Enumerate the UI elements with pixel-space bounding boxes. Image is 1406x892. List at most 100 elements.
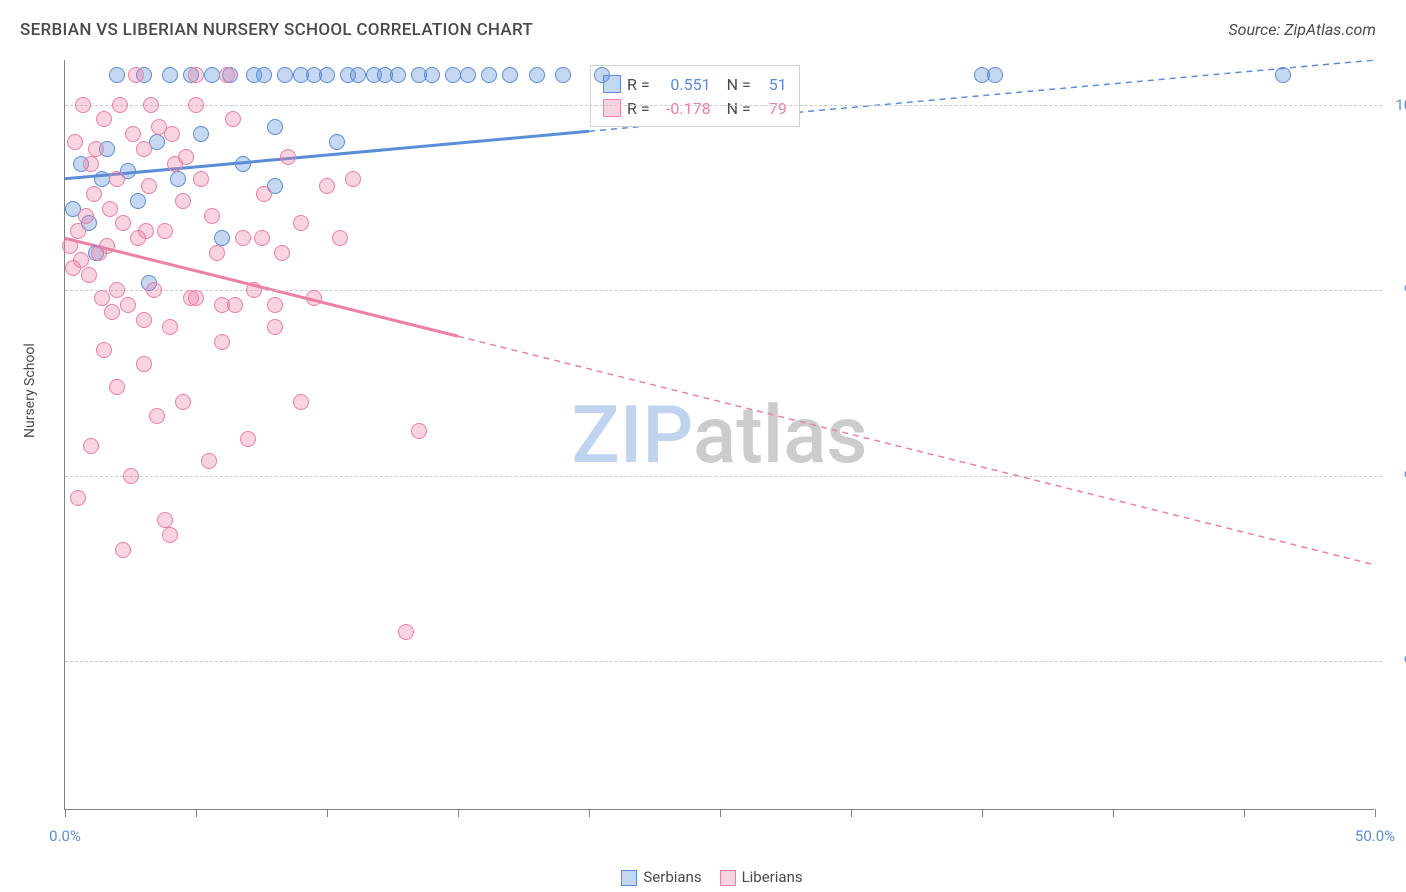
gridline <box>65 476 1382 477</box>
scatter-point-liberians <box>109 171 125 187</box>
scatter-point-liberians <box>78 208 94 224</box>
gridline <box>65 661 1382 662</box>
scatter-point-liberians <box>157 223 173 239</box>
y-tick-label: 95.0% <box>1384 467 1406 485</box>
scatter-point-serbians <box>987 67 1003 83</box>
scatter-point-liberians <box>227 297 243 313</box>
scatter-point-liberians <box>149 408 165 424</box>
legend-row-serbians: R = 0.551 N = 51 <box>603 72 787 96</box>
scatter-point-liberians <box>62 238 78 254</box>
scatter-point-serbians <box>594 67 610 83</box>
x-tick-label: 0.0% <box>49 827 81 845</box>
x-tick <box>1113 809 1114 817</box>
legend-r-value: -0.178 <box>656 99 711 118</box>
scatter-point-liberians <box>112 97 128 113</box>
scatter-point-liberians <box>214 334 230 350</box>
legend-swatch-liberians <box>603 99 621 117</box>
scatter-point-liberians <box>178 149 194 165</box>
scatter-point-liberians <box>146 282 162 298</box>
scatter-point-serbians <box>162 67 178 83</box>
y-tick-label: 97.5% <box>1384 281 1406 299</box>
x-tick <box>327 809 328 817</box>
scatter-point-liberians <box>188 290 204 306</box>
scatter-point-serbians <box>445 67 461 83</box>
scatter-point-liberians <box>96 342 112 358</box>
bottom-legend-swatch-serbians <box>621 870 637 886</box>
scatter-point-liberians <box>164 126 180 142</box>
scatter-point-liberians <box>102 201 118 217</box>
x-tick <box>589 809 590 817</box>
scatter-point-liberians <box>109 282 125 298</box>
legend-n-value: 51 <box>757 75 787 94</box>
scatter-point-serbians <box>350 67 366 83</box>
x-tick <box>1375 809 1376 817</box>
chart-title: SERBIAN VS LIBERIAN NURSERY SCHOOL CORRE… <box>20 20 533 40</box>
scatter-point-liberians <box>136 141 152 157</box>
scatter-point-serbians <box>256 67 272 83</box>
scatter-point-liberians <box>83 438 99 454</box>
scatter-point-liberians <box>293 394 309 410</box>
scatter-point-liberians <box>256 186 272 202</box>
scatter-point-liberians <box>411 423 427 439</box>
header: SERBIAN VS LIBERIAN NURSERY SCHOOL CORRE… <box>0 20 1406 50</box>
legend-n-label: N = <box>727 75 751 94</box>
x-tick <box>1244 809 1245 817</box>
scatter-point-liberians <box>188 97 204 113</box>
x-tick <box>65 809 66 817</box>
y-axis-label: Nursery School <box>22 343 38 438</box>
bottom-legend-swatch-liberians <box>720 870 736 886</box>
scatter-point-liberians <box>162 527 178 543</box>
legend-r-label: R = <box>627 99 650 118</box>
x-tick <box>982 809 983 817</box>
scatter-point-serbians <box>424 67 440 83</box>
scatter-point-liberians <box>157 512 173 528</box>
scatter-point-serbians <box>529 67 545 83</box>
legend-row-liberians: R = -0.178 N = 79 <box>603 96 787 120</box>
scatter-point-liberians <box>73 252 89 268</box>
watermark-atlas: atlas <box>693 388 867 482</box>
scatter-point-liberians <box>332 230 348 246</box>
scatter-point-liberians <box>104 304 120 320</box>
x-tick <box>196 809 197 817</box>
scatter-point-liberians <box>280 149 296 165</box>
scatter-point-liberians <box>246 282 262 298</box>
scatter-point-serbians <box>214 230 230 246</box>
scatter-point-liberians <box>235 230 251 246</box>
scatter-point-serbians <box>460 67 476 83</box>
scatter-point-serbians <box>193 126 209 142</box>
scatter-point-serbians <box>502 67 518 83</box>
y-tick-label: 92.5% <box>1384 652 1406 670</box>
scatter-point-liberians <box>267 297 283 313</box>
watermark: ZIPatlas <box>572 388 868 482</box>
scatter-point-liberians <box>204 208 220 224</box>
scatter-point-liberians <box>240 431 256 447</box>
scatter-point-serbians <box>109 67 125 83</box>
scatter-point-liberians <box>136 312 152 328</box>
scatter-point-liberians <box>83 156 99 172</box>
x-tick <box>851 809 852 817</box>
bottom-legend: SerbiansLiberians <box>0 868 1406 886</box>
x-tick <box>720 809 721 817</box>
watermark-zip: ZIP <box>572 388 694 482</box>
scatter-point-serbians <box>235 156 251 172</box>
scatter-point-serbians <box>319 67 335 83</box>
scatter-point-liberians <box>115 542 131 558</box>
chart-container: SERBIAN VS LIBERIAN NURSERY SCHOOL CORRE… <box>0 0 1406 892</box>
scatter-point-liberians <box>115 215 131 231</box>
scatter-point-serbians <box>555 67 571 83</box>
scatter-point-liberians <box>254 230 270 246</box>
scatter-point-liberians <box>70 490 86 506</box>
scatter-point-liberians <box>274 245 290 261</box>
legend-n-value: 79 <box>757 99 787 118</box>
scatter-point-liberians <box>136 356 152 372</box>
legend-r-label: R = <box>627 75 650 94</box>
scatter-point-serbians <box>1275 67 1291 83</box>
scatter-point-liberians <box>143 97 159 113</box>
scatter-point-liberians <box>81 267 97 283</box>
scatter-point-liberians <box>123 468 139 484</box>
scatter-point-liberians <box>125 126 141 142</box>
scatter-point-serbians <box>267 119 283 135</box>
trend-lines <box>65 60 1375 810</box>
scatter-point-liberians <box>128 67 144 83</box>
scatter-point-liberians <box>293 215 309 231</box>
